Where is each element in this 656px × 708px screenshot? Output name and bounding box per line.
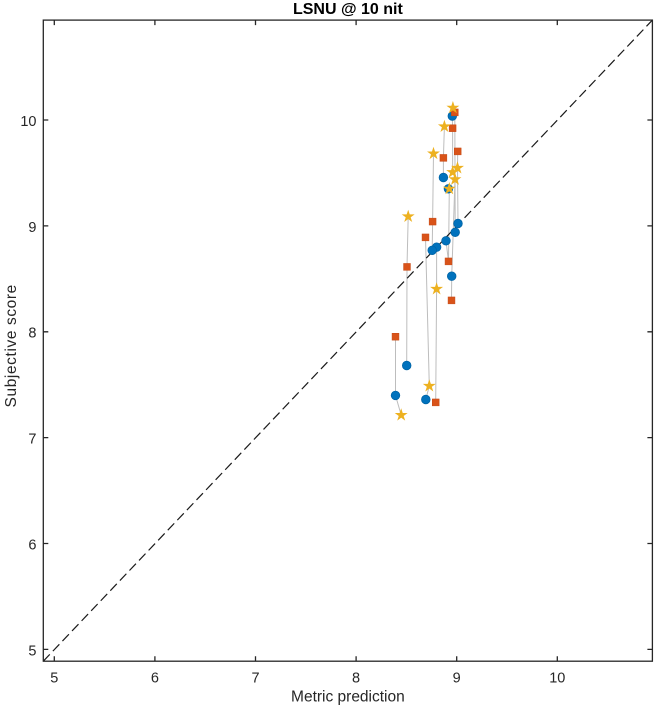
- svg-text:7: 7: [251, 670, 259, 686]
- svg-text:7: 7: [28, 432, 36, 448]
- svg-text:5: 5: [50, 670, 58, 686]
- svg-text:5: 5: [28, 643, 36, 659]
- svg-text:10: 10: [20, 114, 36, 130]
- svg-text:6: 6: [151, 670, 159, 686]
- svg-text:10: 10: [549, 670, 565, 686]
- svg-text:8: 8: [28, 326, 36, 342]
- svg-text:Subjective score: Subjective score: [3, 284, 20, 407]
- svg-text:LSNU @ 10 nit: LSNU @ 10 nit: [293, 1, 404, 18]
- svg-text:9: 9: [28, 220, 36, 236]
- svg-text:Metric prediction: Metric prediction: [291, 689, 405, 706]
- svg-text:6: 6: [28, 537, 36, 553]
- svg-text:9: 9: [453, 670, 461, 686]
- svg-text:8: 8: [352, 670, 360, 686]
